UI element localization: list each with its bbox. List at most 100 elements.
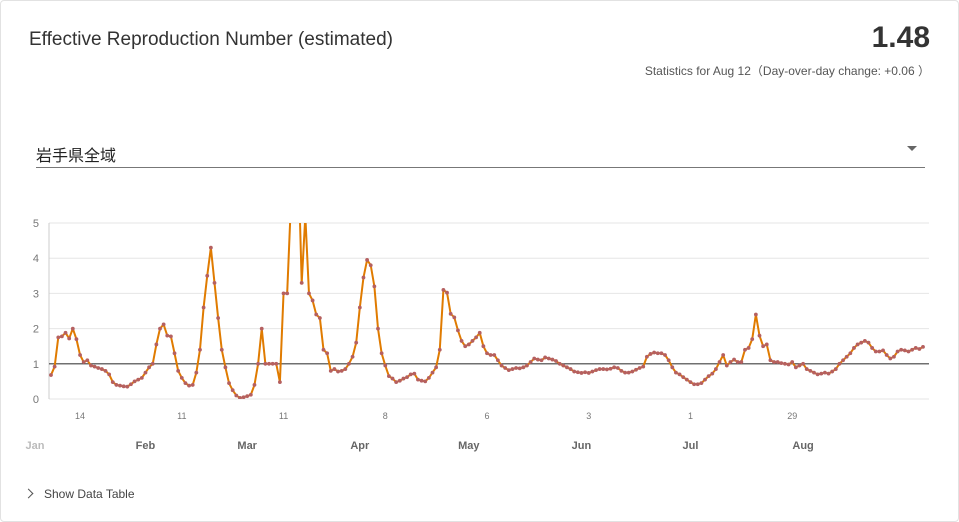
data-point[interactable] — [441, 287, 446, 292]
data-point[interactable] — [830, 369, 835, 374]
data-point[interactable] — [706, 374, 711, 379]
data-point[interactable] — [775, 360, 780, 364]
data-point[interactable] — [248, 392, 253, 397]
data-point[interactable] — [397, 378, 402, 383]
data-point[interactable] — [245, 394, 250, 399]
data-point[interactable] — [710, 371, 715, 376]
data-point[interactable] — [855, 342, 860, 347]
data-point[interactable] — [648, 352, 653, 356]
data-point[interactable] — [757, 333, 762, 338]
data-point[interactable] — [913, 346, 918, 350]
data-point[interactable] — [892, 354, 896, 359]
data-point[interactable] — [910, 347, 914, 352]
data-point[interactable] — [205, 273, 210, 278]
data-point[interactable] — [423, 379, 428, 384]
data-point[interactable] — [281, 291, 286, 296]
data-point[interactable] — [644, 354, 649, 359]
data-point[interactable] — [692, 382, 696, 387]
data-point[interactable] — [546, 356, 551, 361]
data-point[interactable] — [176, 368, 181, 373]
data-point[interactable] — [412, 371, 417, 376]
data-point[interactable] — [579, 371, 584, 375]
show-data-table-toggle[interactable]: Show Data Table — [23, 487, 135, 501]
data-point[interactable] — [568, 367, 573, 371]
data-point[interactable] — [586, 371, 591, 375]
data-point[interactable] — [521, 365, 526, 370]
data-point[interactable] — [416, 377, 420, 382]
data-point[interactable] — [85, 358, 90, 363]
data-point[interactable] — [114, 383, 119, 387]
data-point[interactable] — [107, 372, 112, 377]
data-point[interactable] — [859, 340, 864, 345]
data-point[interactable] — [129, 382, 133, 387]
data-point[interactable] — [848, 351, 853, 356]
data-point[interactable] — [496, 358, 500, 363]
data-point[interactable] — [659, 351, 664, 356]
data-point[interactable] — [684, 377, 689, 382]
data-point[interactable] — [434, 365, 439, 370]
data-point[interactable] — [488, 353, 493, 357]
data-point[interactable] — [597, 367, 602, 371]
data-point[interactable] — [52, 364, 57, 369]
data-point[interactable] — [605, 367, 609, 372]
data-point[interactable] — [325, 351, 330, 356]
data-point[interactable] — [779, 361, 784, 365]
data-point[interactable] — [539, 358, 544, 363]
data-point[interactable] — [194, 370, 199, 375]
data-point[interactable] — [307, 291, 311, 296]
data-point[interactable] — [917, 347, 922, 351]
data-point[interactable] — [575, 370, 580, 375]
data-point[interactable] — [492, 353, 497, 357]
data-point[interactable] — [103, 368, 108, 373]
data-point[interactable] — [768, 358, 773, 363]
data-point[interactable] — [208, 245, 213, 250]
data-point[interactable] — [844, 354, 849, 359]
data-point[interactable] — [466, 342, 471, 347]
data-point[interactable] — [343, 367, 348, 371]
data-point[interactable] — [172, 351, 177, 356]
data-point[interactable] — [612, 365, 617, 370]
data-point[interactable] — [819, 371, 824, 376]
data-point[interactable] — [347, 361, 351, 366]
data-point[interactable] — [837, 361, 842, 366]
data-point[interactable] — [739, 360, 744, 364]
data-point[interactable] — [49, 373, 53, 377]
data-point[interactable] — [328, 368, 333, 373]
data-point[interactable] — [626, 370, 631, 375]
data-point[interactable] — [459, 339, 464, 343]
data-point[interactable] — [92, 364, 97, 369]
data-point[interactable] — [227, 381, 231, 386]
data-point[interactable] — [317, 316, 322, 320]
data-point[interactable] — [56, 335, 61, 340]
data-point[interactable] — [623, 370, 627, 375]
data-point[interactable] — [554, 359, 558, 363]
data-point[interactable] — [714, 367, 718, 371]
data-point[interactable] — [641, 364, 646, 369]
data-point[interactable] — [201, 305, 206, 310]
data-point[interactable] — [906, 349, 911, 354]
data-point[interactable] — [70, 326, 75, 331]
data-point[interactable] — [699, 381, 704, 386]
data-point[interactable] — [732, 357, 736, 362]
data-point[interactable] — [812, 370, 816, 375]
data-point[interactable] — [866, 340, 871, 345]
data-point[interactable] — [219, 347, 224, 352]
data-point[interactable] — [125, 384, 130, 389]
data-point[interactable] — [161, 322, 166, 327]
data-point[interactable] — [212, 280, 217, 285]
data-point[interactable] — [750, 337, 755, 342]
data-point[interactable] — [256, 361, 260, 366]
data-point[interactable] — [677, 372, 682, 377]
data-point[interactable] — [437, 347, 442, 352]
data-point[interactable] — [81, 360, 86, 364]
data-point[interactable] — [238, 396, 242, 400]
data-point[interactable] — [405, 375, 409, 380]
data-point[interactable] — [674, 370, 678, 375]
data-point[interactable] — [154, 342, 159, 347]
data-point[interactable] — [463, 344, 468, 349]
data-point[interactable] — [143, 370, 148, 375]
data-point[interactable] — [234, 393, 239, 398]
data-point[interactable] — [390, 376, 395, 381]
data-point[interactable] — [387, 374, 391, 379]
data-point[interactable] — [67, 336, 72, 341]
